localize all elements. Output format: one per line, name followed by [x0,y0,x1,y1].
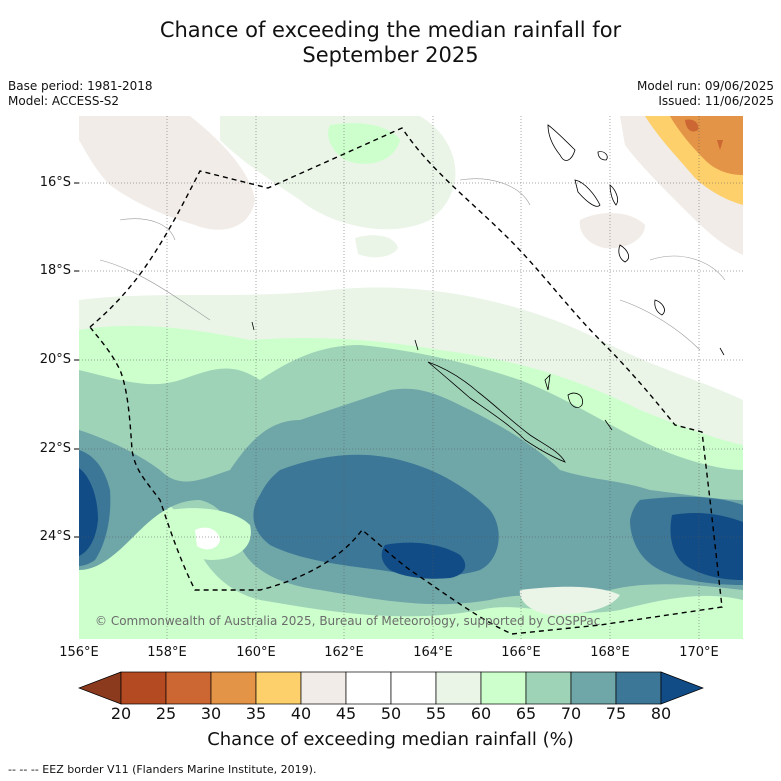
lon-label-168e: 168°E [590,645,630,660]
colorbar-bin [345,671,392,705]
colorbar-tick-label: 30 [200,704,222,723]
lon-label-160e: 160°E [236,645,276,660]
eez-footnote: -- -- -- EEZ border V11 (Flanders Marine… [8,763,317,776]
model-name: Model: ACCESS-S2 [8,94,120,108]
meta-right: Model run: 09/06/2025 Issued: 11/06/2025 [637,79,774,109]
issued-date: Issued: 11/06/2025 [658,94,774,108]
eez-border [89,127,723,635]
colorbar-extension-low [78,671,122,705]
title-line-2: September 2025 [302,43,479,67]
colorbar-bin [165,671,212,705]
colorbar-bin [480,671,527,705]
lat-label-24s: 24°S [39,529,71,544]
colorbar-bin [570,671,617,705]
colorbar-tick-label: 60 [470,704,492,723]
colorbar-extension-high [660,671,704,705]
colorbar-bin [300,671,347,705]
copyright-text: © Commonwealth of Australia 2025, Bureau… [95,614,601,628]
coastlines [251,124,725,463]
base-period: Base period: 1981-2018 [8,79,153,93]
colorbar-tick-label: 25 [155,704,177,723]
lat-label-20s: 20°S [39,352,71,367]
colorbar-bin [120,671,167,705]
map-title: Chance of exceeding the median rainfall … [0,18,781,68]
colorbar-bin [435,671,482,705]
colorbar-title: Chance of exceeding median rainfall (%) [207,729,574,750]
colorbar-bin [255,671,302,705]
meta-left: Base period: 1981-2018 Model: ACCESS-S2 [8,79,153,109]
colorbar-bin [525,671,572,705]
colorbar-bin [390,671,437,705]
axis-ticks [74,182,79,538]
lon-label-158e: 158°E [147,645,187,660]
lon-label-170e: 170°E [679,645,719,660]
title-line-1: Chance of exceeding the median rainfall … [159,18,622,42]
colorbar-tick-label: 45 [335,704,357,723]
colorbar-bin [210,671,257,705]
lat-label-16s: 16°S [39,175,71,190]
colorbar-tick-label: 65 [515,704,537,723]
colorbar-tick-label: 35 [245,704,267,723]
lon-label-166e: 166°E [501,645,541,660]
colorbar-tick-label: 70 [560,704,582,723]
lon-label-164e: 164°E [413,645,453,660]
colorbar-bin [615,671,662,705]
contour-fields [79,116,743,639]
colorbar-tick-label: 50 [380,704,402,723]
colorbar-tick-label: 80 [650,704,672,723]
lon-label-162e: 162°E [324,645,364,660]
colorbar-tick-label: 20 [110,704,132,723]
colorbar-tick-label: 40 [290,704,312,723]
lon-label-156e: 156°E [59,645,99,660]
lat-label-18s: 18°S [39,263,71,278]
colorbar-tick-label: 55 [425,704,447,723]
model-run: Model run: 09/06/2025 [636,79,774,93]
colorbar-tick-label: 75 [605,704,627,723]
lat-label-22s: 22°S [39,441,71,456]
